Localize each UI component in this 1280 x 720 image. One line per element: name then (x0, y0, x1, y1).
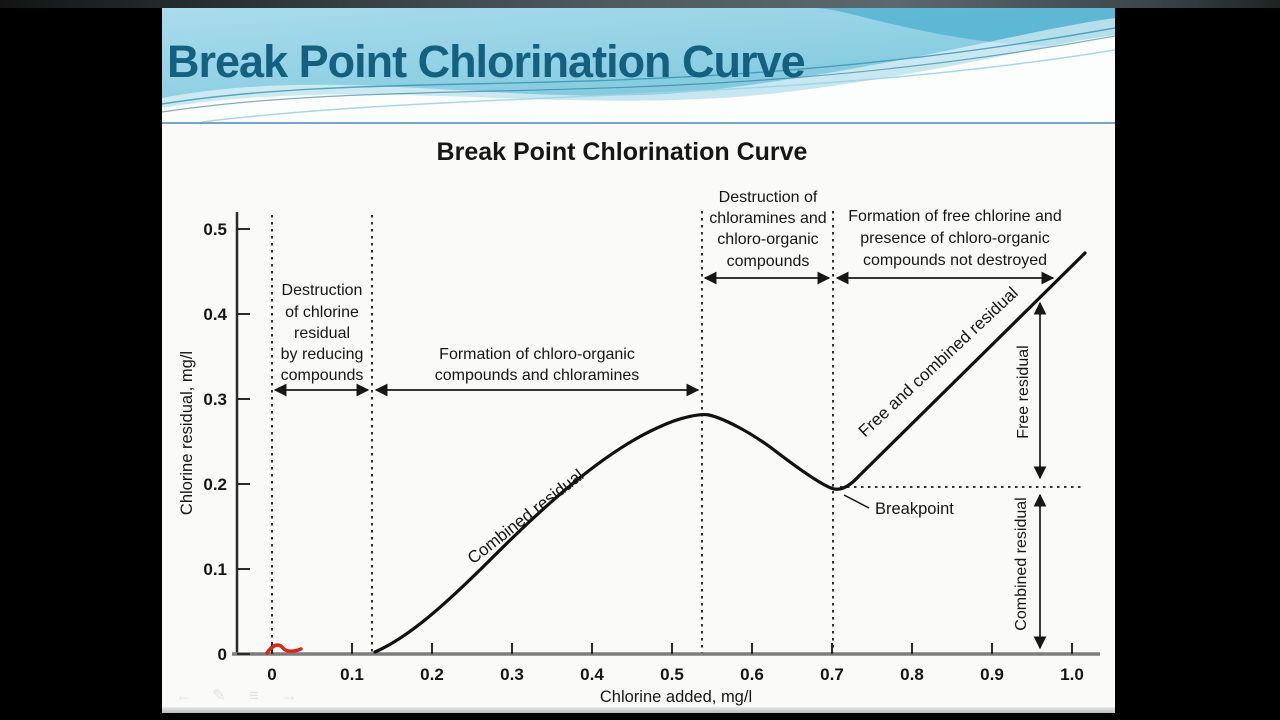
svg-text:0: 0 (267, 665, 276, 684)
annotation-destruction-left: Destruction of chlorine residual by redu… (281, 282, 364, 384)
svg-text:compounds: compounds (727, 253, 810, 270)
breakpoint-chlorination-chart: Break Point Chlorination Curve 0 0.1 (178, 138, 1100, 706)
chart-title: Break Point Chlorination Curve (437, 138, 808, 166)
slide-title: Break Point Chlorination Curve (167, 36, 806, 87)
free-and-combined-label: Free and combined residual (855, 283, 1022, 441)
next-slide-icon[interactable]: → (280, 686, 298, 705)
red-pen-mark (265, 643, 303, 655)
slide-menu-icon[interactable]: ≡ (249, 686, 259, 705)
svg-text:residual: residual (294, 325, 350, 342)
breakpoint-callout-line (843, 494, 870, 509)
pen-tool-icon[interactable]: ✎ (211, 686, 227, 705)
svg-text:0.9: 0.9 (980, 665, 1004, 684)
svg-text:compounds: compounds (281, 367, 364, 384)
chlorine-residual-curve (373, 251, 1087, 654)
x-tick-labels: 0 0.1 0.2 0.3 0.4 0.5 0.6 0.7 0.8 0.9 1.… (267, 665, 1084, 684)
previous-slide-icon[interactable]: ← (175, 686, 193, 705)
svg-text:by reducing: by reducing (281, 346, 364, 363)
dashed-vlines (271, 211, 834, 654)
svg-text:chloro-organic: chloro-organic (717, 231, 818, 248)
svg-text:of chlorine: of chlorine (285, 304, 359, 321)
svg-text:presence of chloro-organic: presence of chloro-organic (860, 230, 1049, 247)
combined-residual-right-label: Combined residual (1013, 497, 1030, 630)
svg-text:compounds and chloramines: compounds and chloramines (435, 367, 640, 384)
svg-text:1.0: 1.0 (1060, 665, 1084, 684)
annotation-formation-mid: Formation of chloro-organic compounds an… (435, 346, 640, 384)
free-residual-label: Free residual (1015, 345, 1032, 438)
slide-header: Break Point Chlorination Curve (162, 8, 1115, 124)
y-ticks (237, 228, 250, 655)
header-wave-decoration (162, 8, 1115, 122)
svg-text:0: 0 (218, 645, 227, 664)
svg-text:Destruction: Destruction (282, 282, 363, 299)
svg-text:compounds not destroyed: compounds not destroyed (863, 252, 1047, 269)
y-tick-labels: 0 0.1 0.2 0.3 0.4 0.5 (203, 220, 227, 664)
svg-text:Formation of free chlorine and: Formation of free chlorine and (848, 208, 1061, 225)
presenter-toolbar: ← ✎ ≡ → (174, 686, 299, 706)
top-letterbox-strip (0, 0, 1280, 8)
svg-text:0.2: 0.2 (420, 665, 444, 684)
svg-text:0.5: 0.5 (660, 665, 684, 684)
svg-text:0.6: 0.6 (740, 665, 764, 684)
svg-text:0.3: 0.3 (203, 390, 227, 409)
svg-text:0.1: 0.1 (203, 560, 227, 579)
svg-text:0.4: 0.4 (203, 305, 227, 324)
annotation-formation-right: Formation of free chlorine and presence … (848, 208, 1061, 269)
bottom-slide-edge (162, 707, 1115, 713)
presentation-slide: Break Point Chlorination Curve Break Poi… (162, 8, 1115, 708)
combined-residual-curve-label: Combined residual (464, 466, 587, 568)
annotation-destruction-top: Destruction of chloramines and chloro-or… (709, 189, 826, 270)
region-arrows (273, 271, 1055, 650)
x-ticks (271, 643, 1073, 654)
svg-text:0.4: 0.4 (580, 665, 604, 684)
svg-text:chloramines and: chloramines and (709, 210, 826, 227)
svg-text:0.5: 0.5 (203, 220, 227, 239)
svg-text:Formation of chloro-organic: Formation of chloro-organic (439, 346, 635, 363)
x-axis-title: Chlorine added, mg/l (600, 688, 752, 706)
svg-text:Destruction of: Destruction of (719, 189, 818, 206)
y-axis-title: Chlorine residual, mg/l (178, 351, 196, 515)
svg-text:0.7: 0.7 (820, 665, 844, 684)
svg-text:0.8: 0.8 (900, 665, 924, 684)
breakpoint-label: Breakpoint (875, 500, 954, 518)
svg-text:0.3: 0.3 (500, 665, 524, 684)
svg-text:0.1: 0.1 (340, 665, 364, 684)
svg-text:0.2: 0.2 (203, 475, 227, 494)
